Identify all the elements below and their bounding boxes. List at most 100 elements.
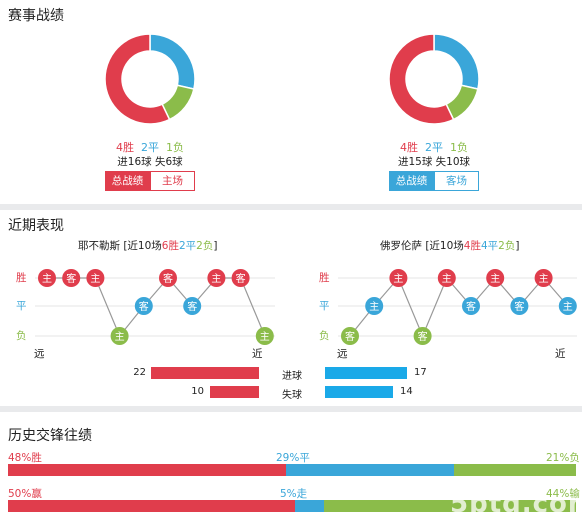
left-form-point (159, 269, 177, 287)
left-losses: 1负 (166, 141, 184, 154)
right-form-match-1[interactable]: 客 (341, 327, 359, 345)
history-draw-pct: 29%平 (276, 452, 310, 464)
left-form-match-5[interactable]: 客 (134, 297, 153, 315)
left-form-point (134, 297, 153, 315)
left-form-match-6[interactable]: 客 (159, 269, 177, 287)
right-form-venue-label: 客 (418, 330, 428, 343)
left-goals-value: 22 (133, 367, 146, 378)
right-form-point (486, 269, 505, 287)
right-form-venue-label: 主 (490, 273, 500, 285)
left-form-match-3[interactable]: 主 (86, 269, 105, 287)
right-form-venue-label: 主 (442, 273, 452, 285)
right-form-point (341, 327, 359, 345)
right-form-match-8[interactable]: 客 (510, 297, 529, 315)
left-team-pre: [近10场 (120, 240, 162, 252)
right-form-venue-label: 客 (514, 300, 524, 313)
left-far-label: 远 (34, 348, 45, 360)
right-form-match-7[interactable]: 主 (486, 269, 505, 287)
right-form-match-4[interactable]: 客 (413, 327, 432, 345)
record-panel: 赛事战绩 4胜 2平 1负 进16球 失6球 总战绩 主场 4胜 2平 1负 进… (0, 0, 582, 204)
left-form-match-2[interactable]: 客 (62, 269, 81, 287)
right-draws: 2平 (425, 141, 443, 154)
right-team-w: 4胜 (463, 240, 481, 252)
right-form-match-6[interactable]: 客 (462, 297, 480, 315)
left-record-summary: 4胜 2平 1负 (50, 139, 250, 155)
left-wins: 4胜 (116, 141, 134, 154)
handicap-push-pct: 5%走 (280, 488, 308, 500)
right-team-d: 4平 (480, 240, 499, 252)
left-form-point (255, 327, 274, 345)
left-form-point (62, 269, 81, 287)
tab-left-home[interactable]: 主场 (150, 171, 195, 191)
left-form-line (47, 277, 266, 338)
left-form-venue-label: 客 (163, 272, 173, 285)
right-row-loss-label: 负 (319, 330, 330, 342)
right-form-line (349, 276, 569, 338)
left-team-header: 耶不勒斯 [近10场6胜2平2负] (78, 238, 217, 253)
right-form-match-10[interactable]: 主 (558, 297, 577, 315)
left-goals-bar (151, 367, 259, 379)
right-form-match-9[interactable]: 主 (534, 269, 553, 287)
right-conceded-bar (325, 386, 393, 398)
left-record-donut (105, 34, 195, 124)
left-form-venue-label: 主 (90, 273, 100, 285)
handicap-loss-pct: 44%输 (546, 488, 580, 500)
form-title: 近期表现 (8, 218, 64, 234)
left-row-loss-label: 负 (16, 330, 27, 342)
history-loss-bar (454, 464, 576, 476)
left-team-l: 2负 (196, 240, 214, 252)
history-title: 历史交锋往绩 (8, 428, 92, 444)
form-panel: 近期表现 耶不勒斯 [近10场6胜2平2负] 佛罗伦萨 [近10场4胜4平2负]… (0, 210, 582, 406)
left-form-match-7[interactable]: 客 (183, 297, 202, 315)
right-form-venue-label: 客 (466, 300, 476, 313)
history-draw-bar (286, 464, 455, 476)
tab-right-overall[interactable]: 总战绩 (389, 171, 434, 191)
right-row-draw-label: 平 (319, 300, 330, 312)
left-form-venue-label: 客 (236, 272, 246, 285)
goals-label: 进球 (282, 371, 302, 382)
history-win-bar (8, 464, 287, 476)
left-donut-slice-w (105, 34, 171, 124)
left-form-venue-label: 主 (211, 273, 221, 285)
right-form-venue-label: 主 (369, 301, 379, 313)
right-form-match-3[interactable]: 主 (389, 269, 408, 287)
right-form-point (558, 297, 577, 315)
tab-left-overall[interactable]: 总战绩 (105, 171, 150, 191)
right-donut-slice-w (389, 34, 455, 124)
handicap-loss-bar (323, 500, 576, 512)
left-near-label: 近 (252, 348, 263, 360)
history-loss-pct: 21%负 (546, 452, 580, 464)
left-form-chart: 主客主主客客客主 客主 (35, 269, 275, 345)
left-form-venue-label: 客 (66, 272, 76, 285)
left-form-venue-label: 客 (187, 300, 197, 313)
left-goals-summary: 进16球 失6球 (117, 156, 183, 168)
right-goals-bar (325, 367, 408, 379)
right-wins: 4胜 (400, 141, 418, 154)
right-form-match-2[interactable]: 主 (365, 297, 384, 315)
left-form-match-1[interactable]: 主 (38, 269, 56, 287)
right-form-match-5[interactable]: 主 (437, 269, 456, 287)
left-form-venue-label: 主 (260, 331, 270, 343)
left-form-match-8[interactable]: 主 (207, 269, 226, 287)
history-win-pct: 48%胜 (8, 452, 42, 464)
left-form-match-4[interactable]: 主 (110, 327, 129, 345)
handicap-win-pct: 50%赢 (8, 488, 42, 500)
right-form-venue-label: 客 (345, 330, 355, 343)
left-form-point (231, 269, 250, 287)
left-form-match-9[interactable]: 客 (231, 269, 250, 287)
handicap-push-bar (294, 500, 324, 512)
watermark-logo: 5btq.com (450, 489, 582, 519)
left-conceded-value: 10 (191, 386, 204, 397)
tab-right-away[interactable]: 客场 (434, 171, 479, 191)
left-form-match-10[interactable]: 主 (255, 327, 274, 345)
left-row-draw-label: 平 (16, 300, 27, 312)
right-record-toggle: 总战绩 客场 (389, 171, 479, 191)
right-near-label: 近 (555, 348, 566, 360)
right-form-venue-label: 主 (393, 273, 403, 285)
history-panel: 历史交锋往绩 48%胜 29%平 21%负 50%赢 5%走 44%输 5btq… (0, 412, 582, 520)
left-form-point (183, 297, 202, 315)
right-form-point (437, 269, 456, 287)
right-record-summary: 4胜 2平 1负 (334, 139, 534, 155)
left-form-point (38, 269, 56, 287)
right-goals-summary: 进15球 失10球 (397, 156, 471, 168)
